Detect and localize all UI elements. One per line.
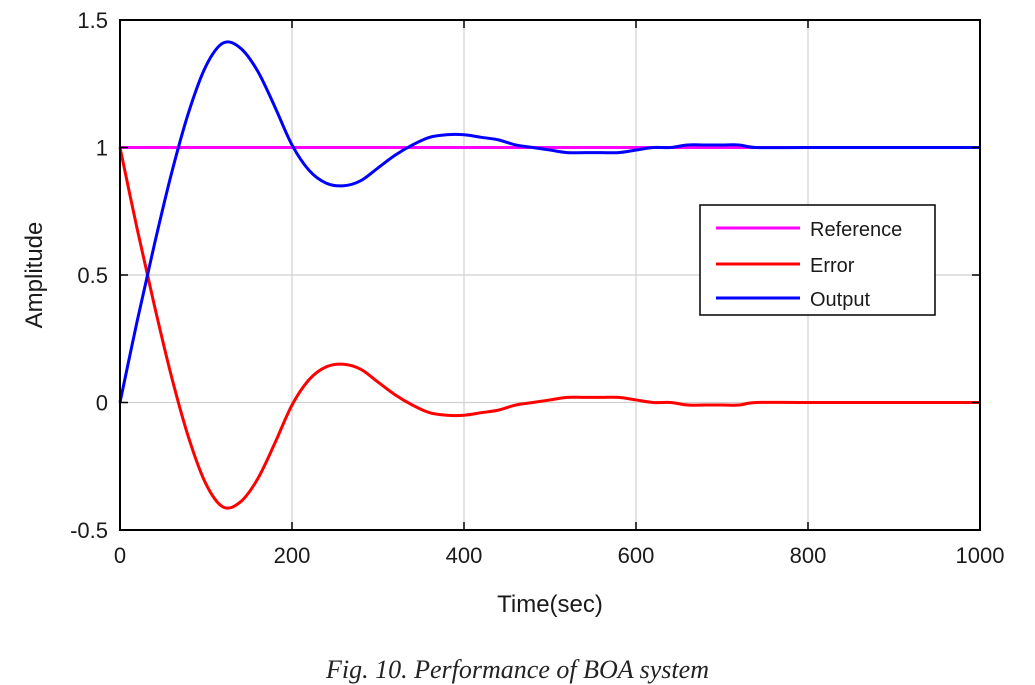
series-error-line (118, 147, 980, 510)
x-tick-label: 800 (790, 543, 827, 568)
legend: Reference Error Output (699, 204, 936, 316)
y-tick-labels: -0.5 0 0.5 1 1.5 (70, 8, 108, 543)
data-series (118, 40, 980, 510)
legend-item-output: Output (716, 289, 870, 311)
legend-label-error: Error (810, 255, 855, 277)
legend-item-reference: Reference (716, 219, 902, 241)
x-tick-label: 200 (274, 543, 311, 568)
x-tick-label: 600 (618, 543, 655, 568)
x-tick-labels: 0 200 400 600 800 1000 (114, 543, 1005, 568)
x-tick-label: 1000 (956, 543, 1005, 568)
x-tick-label: 400 (446, 543, 483, 568)
legend-item-error: Error (716, 255, 855, 277)
x-axis-title: Time(sec) (497, 591, 603, 618)
y-tick-label: -0.5 (70, 518, 108, 543)
y-tick-label: 1 (96, 136, 108, 161)
legend-label-output: Output (810, 289, 870, 311)
y-tick-label: 1.5 (77, 8, 108, 33)
figure-caption: Fig. 10. Performance of BOA system (326, 655, 709, 684)
y-tick-label: 0.5 (77, 263, 108, 288)
y-tick-label: 0 (96, 391, 108, 416)
series-output-line (118, 40, 980, 403)
axis-ticks (119, 19, 981, 531)
x-tick-label: 0 (114, 543, 126, 568)
legend-box (699, 204, 936, 316)
legend-label-reference: Reference (810, 219, 902, 241)
y-axis-title: Amplitude (21, 222, 48, 329)
